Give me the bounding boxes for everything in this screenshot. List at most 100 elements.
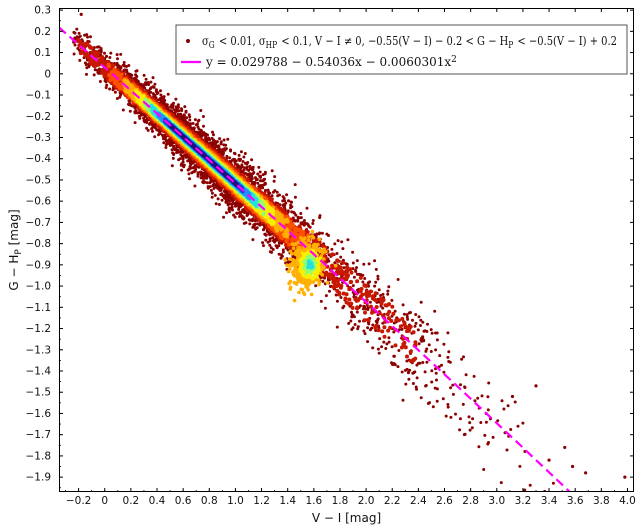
data-point (378, 337, 382, 341)
data-point (137, 114, 141, 118)
data-point (191, 122, 195, 125)
data-point (429, 350, 433, 353)
data-point (335, 299, 339, 303)
data-point (282, 196, 286, 200)
data-point (472, 374, 476, 378)
data-point (162, 141, 166, 145)
data-point (211, 130, 214, 134)
data-point (480, 394, 484, 398)
data-point (270, 250, 274, 254)
density-point (374, 305, 379, 309)
data-point (336, 239, 340, 243)
data-point (115, 61, 119, 65)
data-point (93, 68, 97, 72)
data-point (225, 195, 229, 199)
data-point (318, 216, 322, 220)
data-point (415, 376, 419, 380)
data-point (214, 202, 218, 206)
data-point (467, 415, 471, 419)
data-point (187, 172, 191, 176)
data-point (277, 252, 281, 256)
data-point (551, 481, 555, 485)
data-point (103, 51, 106, 55)
density-point (390, 304, 395, 309)
data-point (108, 56, 112, 59)
data-point (178, 117, 182, 121)
data-point (408, 368, 412, 372)
density-point (335, 258, 340, 263)
data-point (116, 57, 119, 61)
data-point (237, 153, 241, 157)
density-point (358, 275, 363, 280)
data-point (177, 109, 181, 113)
data-point (374, 280, 378, 284)
data-point (220, 198, 224, 202)
data-point (85, 72, 88, 76)
data-point (350, 328, 354, 331)
data-point (78, 58, 82, 62)
data-point (373, 259, 377, 263)
data-point (361, 273, 365, 277)
data-point (182, 163, 186, 167)
data-point (230, 205, 234, 209)
data-point (339, 296, 343, 299)
data-point (133, 111, 137, 115)
data-point (217, 203, 221, 206)
data-point (289, 203, 293, 207)
data-point (201, 181, 205, 185)
data-point (173, 148, 177, 152)
data-point (458, 417, 462, 421)
data-point (271, 248, 275, 251)
data-point (151, 129, 154, 133)
data-point (238, 210, 242, 214)
data-point (513, 400, 517, 404)
density-point (403, 345, 408, 350)
data-point (153, 82, 157, 86)
data-point (188, 118, 192, 122)
data-point (303, 221, 307, 225)
data-point (272, 238, 276, 242)
data-point (366, 340, 370, 344)
density-point (402, 320, 407, 325)
data-point (366, 326, 370, 330)
data-point (414, 321, 418, 325)
data-point (232, 151, 236, 155)
data-point (464, 373, 468, 377)
density-point (362, 318, 367, 323)
data-point (255, 226, 259, 230)
data-point (196, 125, 200, 129)
data-point (232, 158, 236, 161)
data-point (83, 33, 87, 37)
data-point (311, 222, 315, 225)
data-point (305, 206, 309, 210)
data-point (412, 371, 416, 375)
data-point (341, 247, 345, 251)
data-point (163, 102, 167, 106)
data-point (199, 170, 203, 174)
data-point (366, 281, 370, 285)
data-point (268, 191, 272, 195)
data-point (241, 160, 245, 163)
data-point (257, 165, 261, 169)
data-point (241, 216, 244, 220)
data-point (144, 77, 148, 81)
data-point (470, 426, 474, 430)
data-point (426, 402, 430, 405)
data-point (237, 207, 241, 211)
data-point (176, 103, 180, 107)
data-point (244, 221, 248, 225)
data-point (229, 148, 232, 152)
data-point (176, 113, 180, 117)
data-point (285, 193, 289, 197)
data-point (121, 108, 125, 112)
data-point (430, 331, 434, 335)
data-point (206, 185, 210, 189)
data-point (151, 85, 155, 89)
density-point (391, 311, 396, 316)
data-point (146, 128, 150, 132)
data-point (170, 103, 174, 107)
data-point (245, 165, 249, 169)
data-point (250, 174, 254, 178)
data-point (217, 144, 221, 148)
data-point (259, 174, 262, 178)
